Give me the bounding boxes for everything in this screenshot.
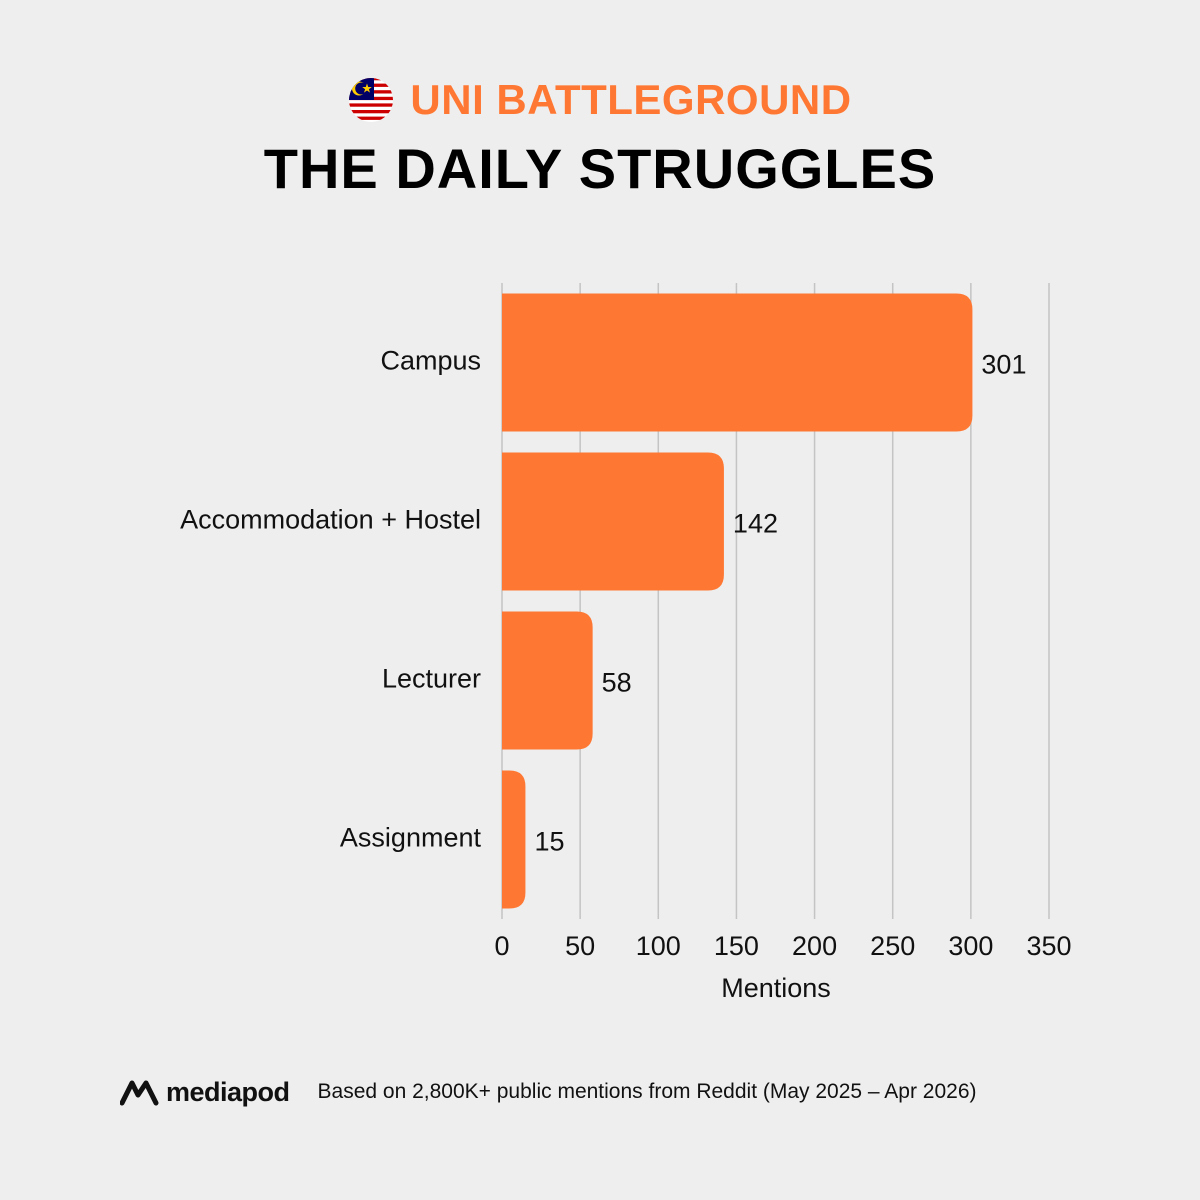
header-kicker-row: UNI BATTLEGROUND: [0, 74, 1200, 126]
x-tick-label-7: 350: [1026, 931, 1071, 961]
page-title: THE DAILY STRUGGLES: [263, 137, 937, 200]
data-label-1: 142: [733, 509, 778, 539]
x-tick-label-3: 150: [714, 931, 759, 961]
category-label-2: Lecturer: [382, 664, 481, 694]
category-label-0: Campus: [380, 346, 481, 376]
chart-category-labels: Campus Accommodation + Hostel Lecturer Assi…: [180, 346, 481, 853]
malaysia-flag-icon: [349, 78, 394, 122]
bar-3: [502, 770, 526, 909]
bar-0: [502, 293, 973, 432]
category-label-1: Accommodation + Hostel: [180, 505, 481, 535]
x-tick-label-1: 50: [565, 931, 595, 961]
mediapod-logo-icon: [120, 1080, 159, 1106]
x-tick-label-2: 100: [636, 931, 681, 961]
bar-1: [502, 452, 724, 591]
chart-x-tick-labels: 0 50 100 150 200 250 300 350: [494, 931, 1071, 961]
data-label-2: 58: [602, 668, 632, 698]
chart-bars: [502, 293, 973, 909]
x-tick-label-5: 250: [870, 931, 915, 961]
brand-name: mediapod: [166, 1076, 290, 1107]
chart-data-labels: 301 142 58 15: [534, 350, 1026, 857]
x-tick-label-0: 0: [494, 931, 509, 961]
x-tick-label-4: 200: [792, 931, 837, 961]
category-label-3: Assignment: [340, 823, 482, 853]
bar-2: [502, 611, 593, 750]
data-label-0: 301: [981, 350, 1026, 380]
data-label-3: 15: [534, 827, 564, 857]
source-note: Based on 2,800K+ public mentions from Re…: [317, 1080, 977, 1103]
bar-chart: Campus Accommodation + Hostel Lecturer Assi…: [180, 283, 1072, 1003]
header-kicker: UNI BATTLEGROUND: [410, 76, 852, 123]
x-axis-label: Mentions: [721, 973, 831, 1003]
x-tick-label-6: 300: [948, 931, 993, 961]
brand: mediapod: [120, 1077, 290, 1108]
footer: mediapod Based on 2,800K+ public mention…: [120, 1072, 1080, 1112]
